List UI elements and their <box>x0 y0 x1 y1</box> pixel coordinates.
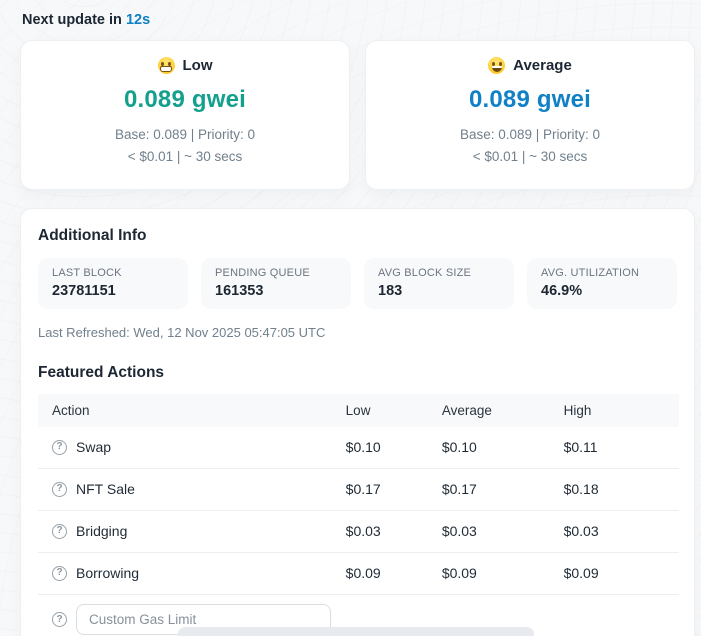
gas-card-low-header: Low <box>21 57 349 74</box>
stat-label: PENDING QUEUE <box>215 267 310 279</box>
help-icon[interactable] <box>52 523 67 539</box>
beaming-face-emoji <box>157 57 175 74</box>
gas-card-low-detail: Base: 0.089 | Priority: 0 <box>114 127 256 142</box>
next-update-text: Next update in 12s <box>22 12 701 28</box>
next-update-label: Next update in <box>22 12 126 28</box>
info-panel: Additional Info LAST BLOCK 23781151 PEND… <box>20 208 695 636</box>
bridging-high-cost: $0.03 <box>563 523 599 539</box>
table-row-nft-sale: NFT Sale $0.17 $0.17 $0.18 <box>38 469 679 511</box>
stat-value: 23781151 <box>52 283 116 299</box>
gas-card-average-value: 0.089 gwei <box>468 86 592 113</box>
additional-info-title: Additional Info <box>38 227 147 244</box>
stat-label: LAST BLOCK <box>52 267 122 279</box>
table-row-borrowing: Borrowing $0.09 $0.09 $0.09 <box>38 553 679 595</box>
stat-label: AVG. UTILIZATION <box>541 267 640 279</box>
action-label: Swap <box>76 439 112 455</box>
nft-sale-high-cost: $0.18 <box>563 481 599 497</box>
stat-value: 161353 <box>215 283 264 299</box>
gas-cards-row: Low 0.089 gwei Base: 0.089 | Priority: 0… <box>20 40 695 190</box>
stats-row: LAST BLOCK 23781151 PENDING QUEUE 161353… <box>38 258 677 309</box>
table-row-swap: Swap $0.10 $0.10 $0.11 <box>38 427 679 469</box>
swap-high-cost: $0.11 <box>563 439 598 455</box>
stat-label: AVG BLOCK SIZE <box>378 267 472 279</box>
action-label: Borrowing <box>76 565 140 581</box>
featured-actions-table: Action Low Average High Swap $0.10 $0.10… <box>38 394 679 595</box>
swap-low-cost: $0.10 <box>345 439 381 455</box>
help-icon[interactable] <box>52 439 67 455</box>
stat-avg-block-size: AVG BLOCK SIZE 183 <box>364 258 514 309</box>
gas-card-average-detail: Base: 0.089 | Priority: 0 <box>459 127 601 142</box>
help-icon[interactable] <box>52 481 67 497</box>
partial-dropdown-element <box>178 627 534 636</box>
gas-card-average-label: Average <box>513 57 572 74</box>
borrowing-low-cost: $0.09 <box>345 565 381 581</box>
borrowing-high-cost: $0.09 <box>563 565 599 581</box>
swap-average-cost: $0.10 <box>441 439 477 455</box>
nft-sale-average-cost: $0.17 <box>441 481 477 497</box>
help-icon[interactable] <box>52 565 67 581</box>
column-header-action: Action <box>52 403 90 418</box>
stat-pending-queue: PENDING QUEUE 161353 <box>201 258 351 309</box>
gas-card-low: Low 0.089 gwei Base: 0.089 | Priority: 0… <box>20 40 350 190</box>
featured-actions-title: Featured Actions <box>38 364 165 381</box>
bridging-average-cost: $0.03 <box>441 523 477 539</box>
gas-card-low-value: 0.089 gwei <box>123 86 247 113</box>
gas-card-low-estimate: < $0.01 | ~ 30 secs <box>127 149 243 164</box>
gas-card-low-label: Low <box>182 57 213 74</box>
nft-sale-low-cost: $0.17 <box>345 481 381 497</box>
grinning-face-emoji <box>488 57 506 74</box>
stat-last-block: LAST BLOCK 23781151 <box>38 258 188 309</box>
stat-value: 46.9% <box>541 283 583 299</box>
gas-card-average-estimate: < $0.01 | ~ 30 secs <box>472 149 588 164</box>
gas-card-average-header: Average <box>366 57 694 74</box>
last-refreshed-text: Last Refreshed: Wed, 12 Nov 2025 05:47:0… <box>38 325 326 340</box>
stat-value: 183 <box>378 283 403 299</box>
column-header-high: High <box>563 403 592 418</box>
borrowing-average-cost: $0.09 <box>441 565 477 581</box>
action-label: Bridging <box>76 523 128 539</box>
help-icon[interactable] <box>52 612 67 627</box>
gas-card-average: Average 0.089 gwei Base: 0.089 | Priorit… <box>365 40 695 190</box>
stat-avg-utilization: AVG. UTILIZATION 46.9% <box>527 258 677 309</box>
column-header-low: Low <box>345 403 371 418</box>
bridging-low-cost: $0.03 <box>345 523 381 539</box>
table-row-bridging: Bridging $0.03 $0.03 $0.03 <box>38 511 679 553</box>
next-update-countdown: 12s <box>125 12 151 28</box>
column-header-average: Average <box>441 403 492 418</box>
action-label: NFT Sale <box>76 481 135 497</box>
table-header-row: Action Low Average High <box>38 394 679 427</box>
